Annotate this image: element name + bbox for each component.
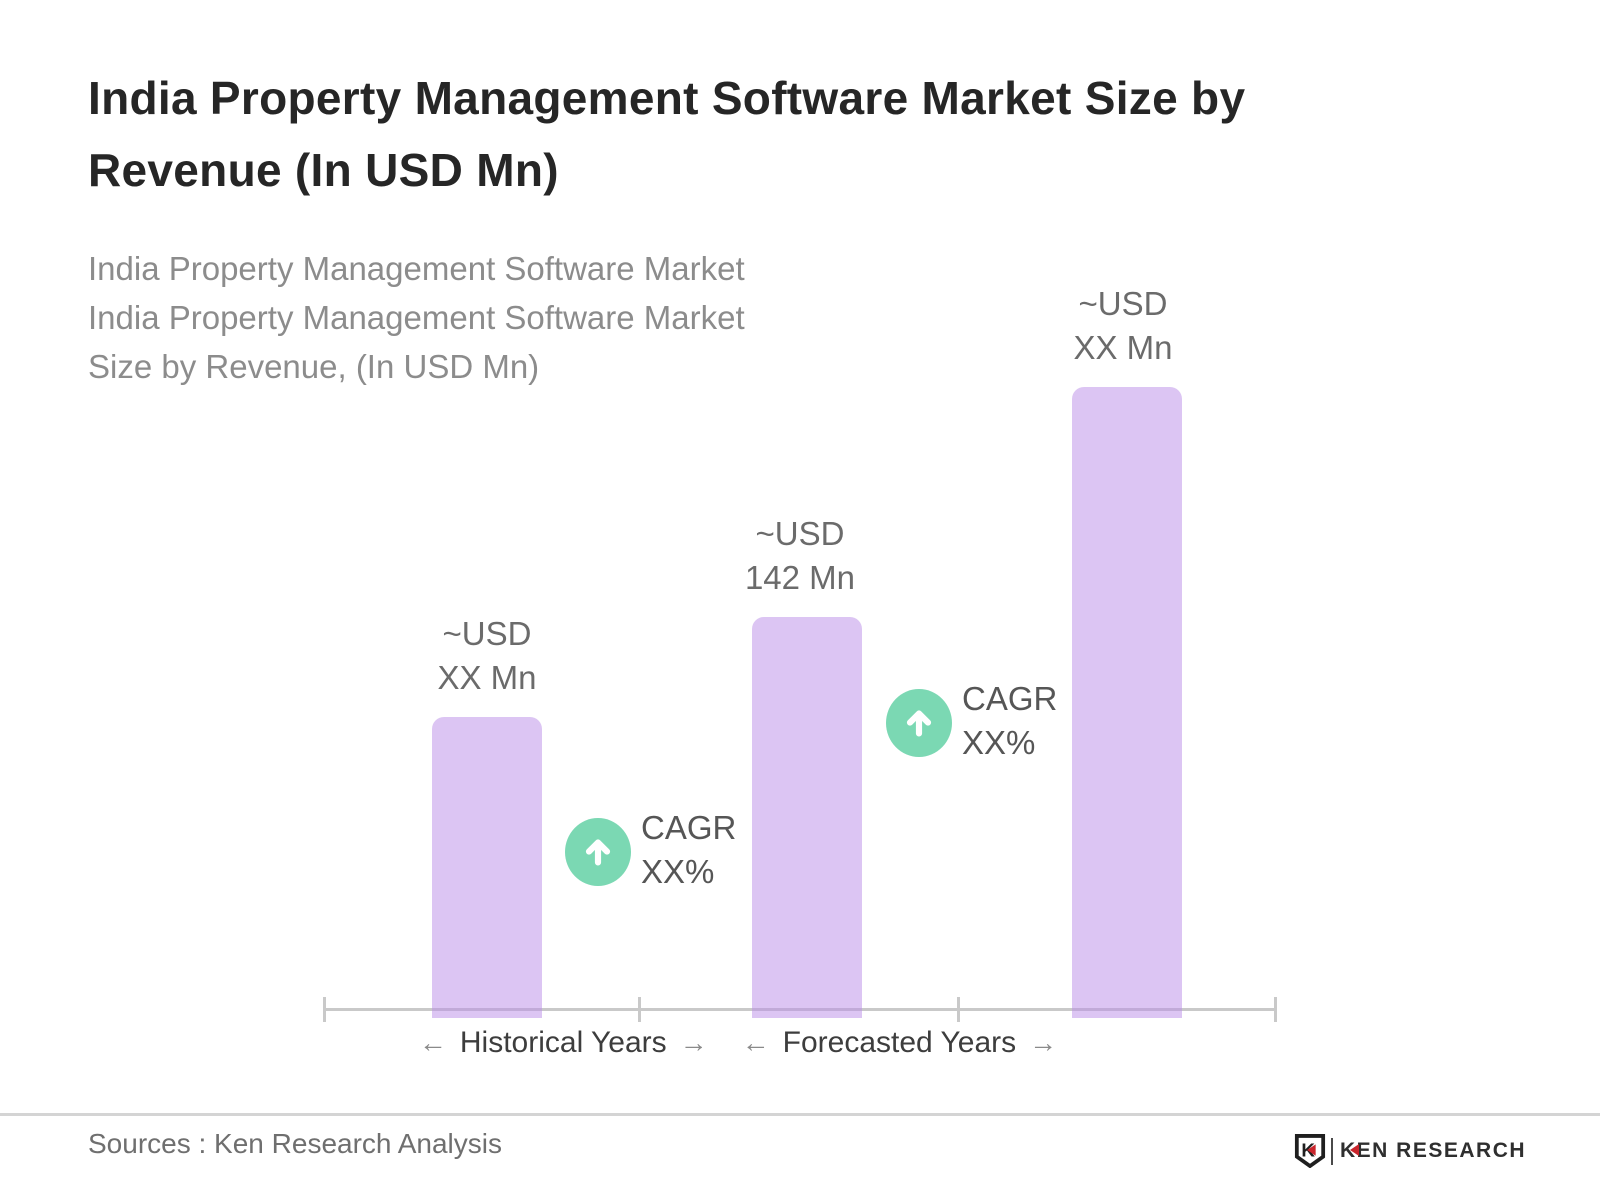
cagr-badge-2	[886, 689, 952, 757]
right-arrow-icon: →	[679, 1027, 708, 1058]
page-title-line1: India Property Management Software Marke…	[88, 72, 1246, 124]
page-title: India Property Management Software Marke…	[88, 62, 1448, 206]
x-axis-group-labels: ← Historical Years → ← Forecasted Years …	[261, 1026, 1215, 1060]
up-arrow-icon	[579, 833, 617, 871]
bar-historical	[432, 717, 542, 1018]
logo-shield-icon: K	[1294, 1134, 1326, 1168]
chart-subtitle-line3: Size by Revenue, (In USD Mn)	[88, 348, 540, 385]
chart-subtitle-line2: India Property Management Software Marke…	[88, 299, 745, 336]
chart-subtitle: India Property Management Software Marke…	[88, 244, 988, 391]
cagr-label-2: CAGR XX%	[962, 680, 1058, 761]
bar-base-year	[752, 617, 862, 1018]
logo-separator	[1331, 1137, 1333, 1165]
page-title-line2: Revenue (In USD Mn)	[88, 144, 559, 196]
x-axis-tick	[957, 997, 960, 1022]
x-axis-tick	[638, 997, 641, 1022]
axis-label-forecasted: ← Forecasted Years →	[741, 1026, 1058, 1059]
logo-red-triangle-icon	[1350, 1144, 1359, 1156]
footer-divider	[0, 1113, 1600, 1116]
right-arrow-icon: →	[1029, 1027, 1058, 1058]
value-label-base-year: ~USD 142 Mn	[744, 515, 856, 596]
chart-subtitle-line1: India Property Management Software Marke…	[88, 250, 745, 287]
x-axis-tick	[1274, 997, 1277, 1022]
ken-research-logo: K KEN RESEARCH	[1294, 1133, 1526, 1169]
up-arrow-icon	[900, 704, 938, 742]
x-axis-tick	[323, 997, 326, 1022]
cagr-badge-1	[565, 818, 631, 886]
source-text: Sources : Ken Research Analysis	[88, 1128, 502, 1159]
value-label-historical: ~USD XX Mn	[437, 615, 537, 696]
logo-text: KEN RESEARCH	[1340, 1139, 1527, 1162]
left-arrow-icon: ←	[418, 1027, 447, 1058]
cagr-label-1: CAGR XX%	[641, 809, 737, 890]
bar-forecast	[1072, 387, 1182, 1018]
left-arrow-icon: ←	[741, 1027, 770, 1058]
value-label-forecast: ~USD XX Mn	[1073, 285, 1173, 366]
axis-label-historical: ← Historical Years →	[418, 1026, 708, 1059]
